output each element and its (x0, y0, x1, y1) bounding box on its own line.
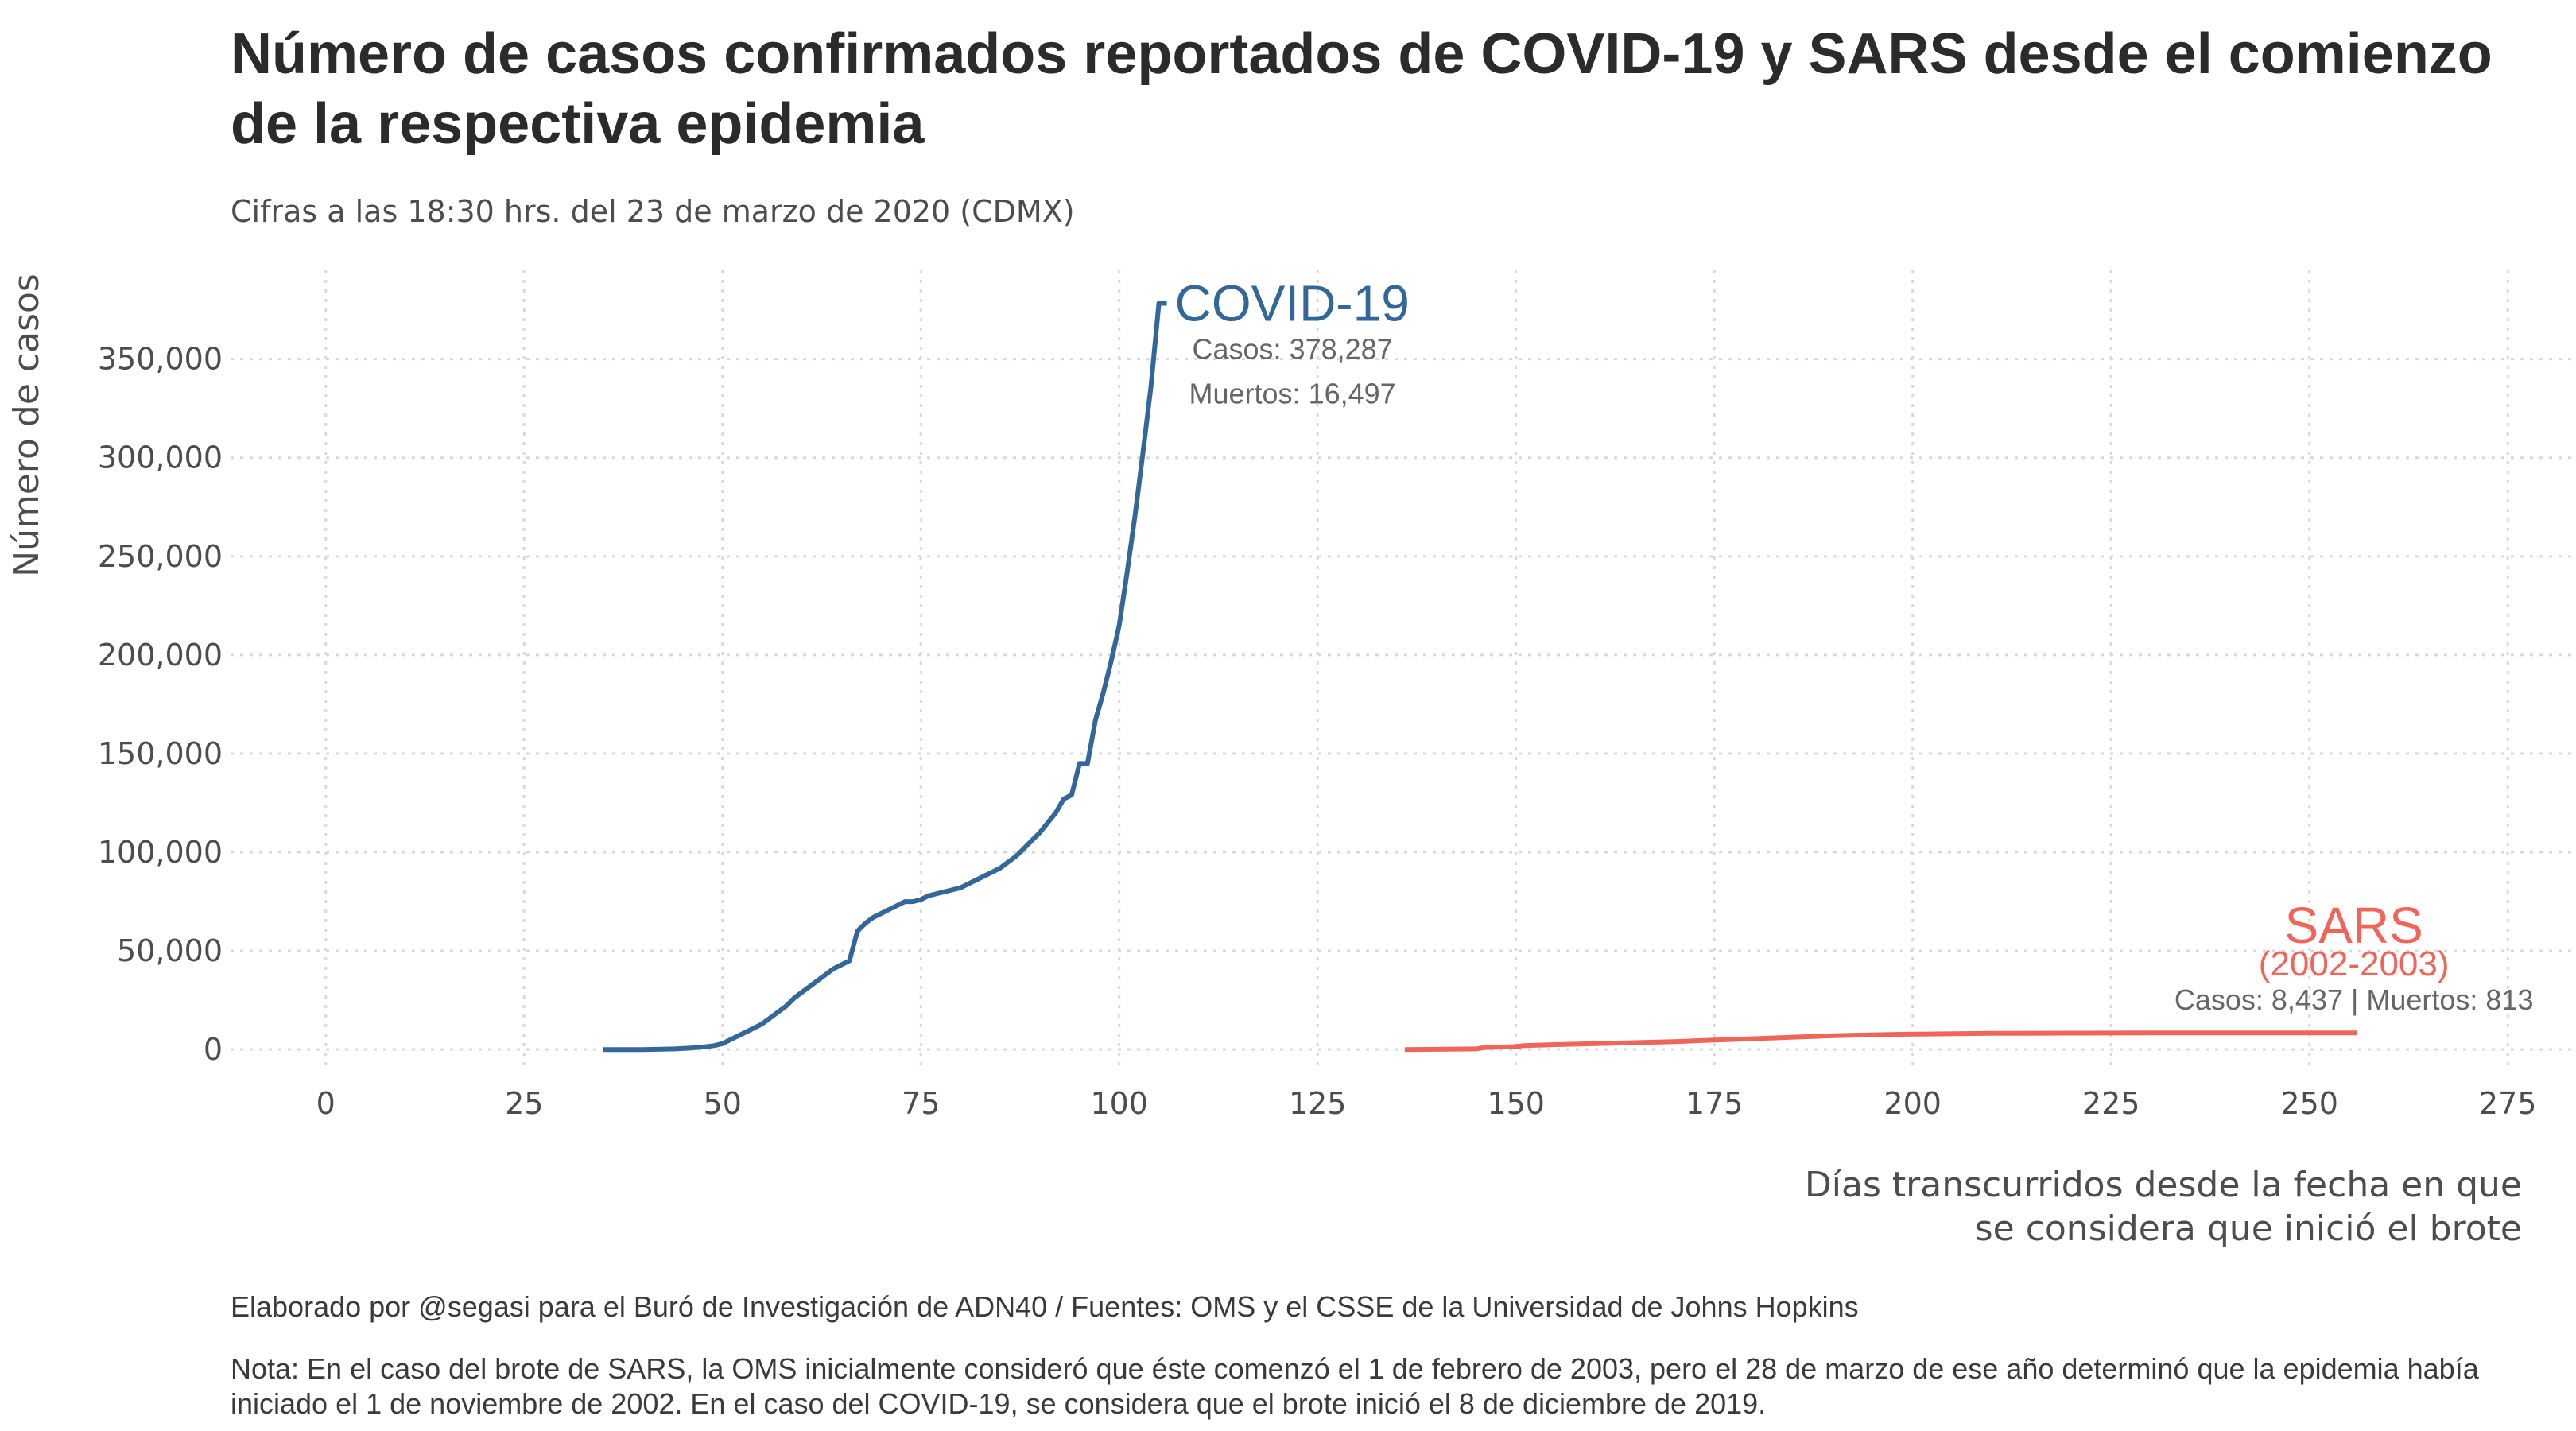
sars-series-label: SARS (2285, 897, 2423, 954)
y-tick-label: 50,000 (117, 933, 223, 968)
y-tick-label: 250,000 (98, 539, 223, 574)
axis-ticks: 0 25 50 75 100 125 150 175 200 225 250 275 0 50,000 10… (98, 342, 2537, 1121)
series-line-1 (1404, 1030, 2357, 1053)
y-tick-label: 350,000 (98, 342, 223, 377)
annotations: COVID-19 Casos: 378,287 Muertos: 16,497 … (1175, 274, 2534, 1016)
x-tick-label: 75 (902, 1086, 940, 1121)
x-tick-label: 225 (2082, 1086, 2140, 1121)
y-tick-label: 300,000 (98, 440, 223, 475)
chart-subtitle: Cifras a las 18:30 hrs. del 23 de marzo … (231, 194, 1075, 229)
line-chart: 0 25 50 75 100 125 150 175 200 225 250 275 0 50,000 10… (6, 270, 2571, 1249)
x-tick-label: 150 (1487, 1086, 1545, 1121)
x-axis-label-line-1: Días transcurridos desde la fecha en que (1805, 1165, 2522, 1205)
x-tick-label: 275 (2479, 1086, 2537, 1121)
x-tick-label: 100 (1090, 1086, 1148, 1121)
y-axis-label: Número de casos (6, 273, 47, 577)
series-lines (603, 301, 2357, 1053)
x-tick-label: 125 (1289, 1086, 1347, 1121)
sars-years-label: (2002-2003) (2259, 944, 2450, 983)
source-caption: Elaborado por @segasi para el Buró de In… (231, 1290, 1859, 1323)
x-axis-label-line-2: se considera que inició el brote (1975, 1208, 2522, 1249)
y-tick-label: 200,000 (98, 638, 223, 673)
x-tick-label: 25 (505, 1086, 543, 1121)
x-tick-label: 200 (1884, 1086, 1942, 1121)
y-tick-label: 150,000 (98, 736, 223, 771)
chart-title: Número de casos confirmados reportados d… (231, 22, 2493, 156)
series-line-0 (603, 301, 1167, 1053)
y-tick-label: 100,000 (98, 835, 223, 870)
note-caption: Nota: En el caso del brote de SARS, la O… (231, 1352, 2479, 1420)
sars-annotation: Casos: 8,437 | Muertos: 813 (2174, 983, 2534, 1016)
x-tick-label: 0 (316, 1086, 336, 1121)
covid-cases-annotation: Casos: 378,287 (1193, 332, 1393, 365)
y-tick-label: 0 (204, 1032, 223, 1067)
x-tick-label: 50 (704, 1086, 742, 1121)
grid-lines (231, 270, 2571, 1069)
covid-series-label: COVID-19 (1175, 274, 1410, 332)
covid-deaths-annotation: Muertos: 16,497 (1189, 377, 1396, 409)
x-tick-label: 175 (1686, 1086, 1744, 1121)
x-tick-label: 250 (2280, 1086, 2338, 1121)
